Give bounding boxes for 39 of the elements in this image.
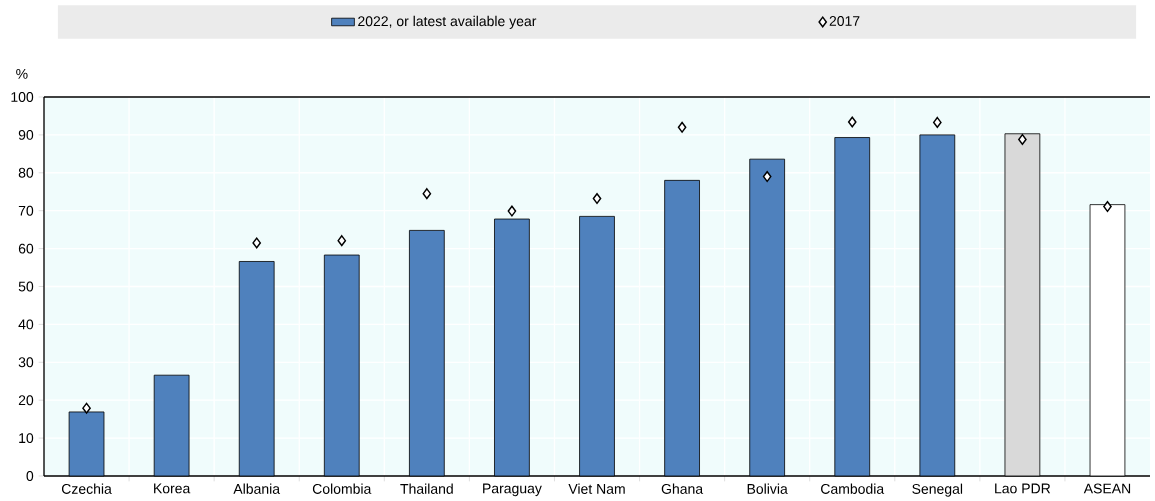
legend-label: 2017 xyxy=(829,15,860,26)
point xyxy=(1018,133,1027,145)
point xyxy=(762,170,772,182)
x-tick-label: Bolivia xyxy=(747,483,788,494)
y-tick-label: 70 xyxy=(18,205,34,216)
x-tick-label: Lao PDR xyxy=(995,483,1051,494)
y-tick-label: 90 xyxy=(18,129,34,140)
y-tick-label: 100 xyxy=(11,91,34,102)
x-tick-label: Thailand xyxy=(400,483,453,494)
y-tick-label: 40 xyxy=(18,319,34,330)
x-tick-label: ASEAN xyxy=(1083,483,1131,494)
y-tick-label: 50 xyxy=(18,281,34,292)
x-tick-label: Cambodia xyxy=(821,483,885,494)
point xyxy=(252,237,262,249)
y-tick-label: 80 xyxy=(18,167,34,178)
x-tick-label: Ghana xyxy=(661,483,704,494)
point xyxy=(932,116,942,128)
point xyxy=(507,205,517,217)
point xyxy=(677,121,687,133)
x-tick-label: Colombia xyxy=(312,483,372,494)
point xyxy=(82,402,91,414)
point xyxy=(847,116,857,128)
x-tick-label: Czechia xyxy=(61,483,112,494)
point xyxy=(1103,200,1112,212)
point xyxy=(422,187,432,200)
y-tick-label: 0 xyxy=(26,470,34,481)
y-tick-label: 60 xyxy=(18,243,34,254)
y-tick-label: 20 xyxy=(18,395,34,405)
y-axis-title: % xyxy=(16,68,28,79)
x-tick-label: Korea xyxy=(154,483,191,494)
point xyxy=(592,192,602,204)
x-tick-label: Albania xyxy=(233,483,281,494)
x-tick-label: Senegal xyxy=(912,483,963,497)
y-tick-label: 30 xyxy=(18,357,34,368)
legend-label: 2022, or latest available year xyxy=(358,15,537,29)
x-tick-label: Viet Nam xyxy=(568,483,625,494)
x-tick-label: Paraguay xyxy=(483,483,542,496)
y-tick-label: 10 xyxy=(19,432,34,443)
point xyxy=(337,234,347,247)
